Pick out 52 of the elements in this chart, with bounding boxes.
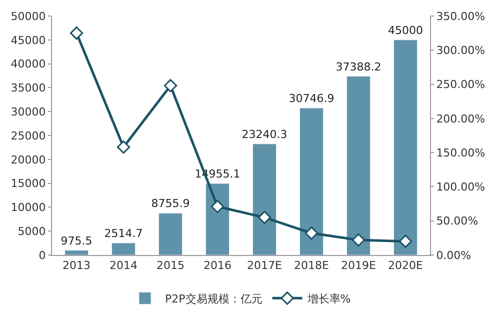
y2-tick-label: 0.00% [436, 248, 472, 262]
bar [299, 108, 324, 255]
y2-tick-label: 300.00% [436, 44, 486, 57]
x-tick-label: 2016 [204, 259, 232, 272]
bar [64, 250, 89, 255]
point [210, 200, 224, 214]
data-label: 30746.9 [288, 92, 334, 106]
y2-tick-label: 350.00% [436, 10, 486, 23]
x-tick-label: 2015 [156, 259, 185, 272]
data-label: 37388.2 [336, 60, 382, 74]
y-tick-label: 15000 [10, 177, 46, 190]
x-tick-label: 2013 [62, 259, 91, 272]
y-tick-label: 45000 [10, 34, 46, 47]
data-label: 8755.9 [151, 197, 190, 210]
bar [252, 144, 276, 255]
bar [346, 76, 370, 255]
y-tick-label: 10000 [10, 201, 46, 214]
x-tick-label: 2019E [341, 259, 376, 272]
data-label: 975.5 [60, 234, 92, 248]
data-label: 2514.7 [104, 226, 143, 240]
bar [206, 183, 230, 255]
x-tick-label: 2018E [294, 259, 330, 272]
y-tick-label: 40000 [10, 58, 46, 71]
point [398, 234, 412, 248]
point [70, 26, 84, 40]
y2-tick-label: 100.00% [436, 180, 486, 194]
data-label: 23240.3 [242, 128, 288, 141]
y-tick-label: 30000 [10, 105, 46, 118]
legend-label: P2P交易规模：亿元 [165, 292, 262, 306]
point [258, 210, 272, 224]
y2-tick-label: 200.00% [436, 112, 486, 126]
y-tick-label: 50000 [10, 10, 46, 23]
y-tick-label: 35000 [10, 82, 46, 95]
point [304, 226, 318, 240]
y2-tick-label: 50.00% [436, 214, 478, 228]
y2-tick-label: 250.00% [436, 78, 486, 92]
y-tick-label: 20000 [10, 153, 46, 166]
x-tick-label: 2017E [247, 259, 282, 272]
point [164, 79, 178, 92]
y-tick-label: 5000 [18, 224, 46, 238]
x-tick-label: 2014 [110, 259, 138, 272]
legend-label: 增长率% [306, 292, 351, 306]
point [352, 233, 366, 247]
bar [112, 242, 136, 255]
point [116, 140, 130, 154]
y-tick-label: 0 [38, 248, 46, 262]
bar [158, 212, 183, 255]
y-tick-label: 25000 [10, 129, 46, 142]
data-label: 45000 [388, 24, 423, 37]
y2-tick-label: 150.00% [436, 146, 486, 160]
bar [393, 40, 418, 255]
x-tick-label: 2020E [388, 259, 423, 272]
